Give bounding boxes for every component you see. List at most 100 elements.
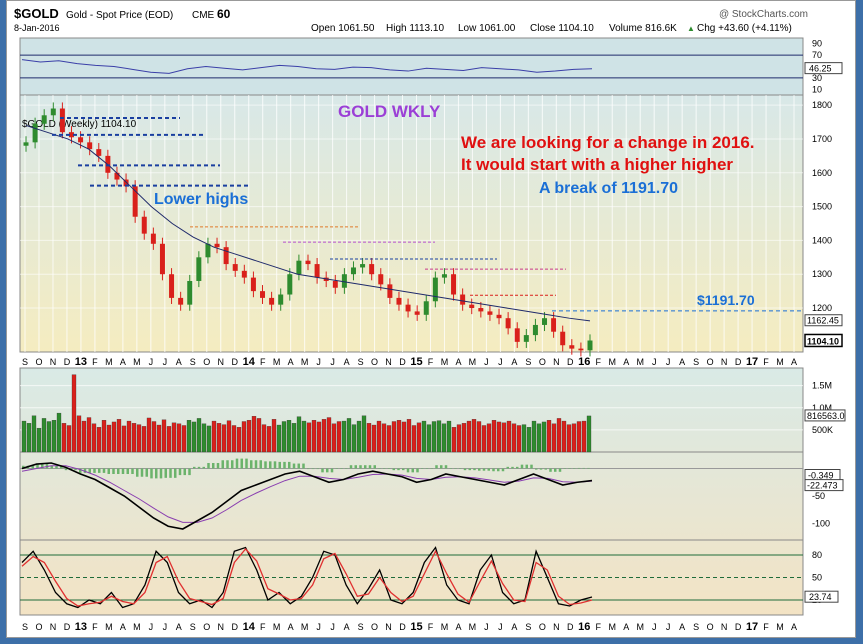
price-xtick: N bbox=[721, 357, 728, 367]
bottom-xtick: M bbox=[776, 622, 784, 632]
volume-bar bbox=[161, 419, 167, 453]
price-candle bbox=[496, 314, 502, 319]
macd-histogram-bar bbox=[554, 468, 557, 472]
price-candle bbox=[287, 274, 293, 295]
macd-histogram-bar bbox=[530, 464, 533, 469]
ma-last-value: 1162.45 bbox=[807, 316, 839, 326]
macd-histogram-bar bbox=[577, 467, 581, 469]
macd-histogram-bar bbox=[93, 468, 96, 473]
volume-bar bbox=[246, 420, 252, 453]
macd-histogram-bar bbox=[349, 465, 353, 469]
price-candle bbox=[250, 277, 256, 292]
volume-bar bbox=[146, 417, 152, 453]
macd-histogram-bar bbox=[60, 465, 63, 469]
volume-bar bbox=[386, 425, 392, 453]
price-xtick: A bbox=[455, 357, 461, 367]
volume-bar bbox=[346, 418, 352, 453]
bottom-xtick: D bbox=[735, 622, 742, 632]
volume-bar bbox=[321, 419, 327, 453]
price-candle bbox=[432, 277, 438, 302]
price-candle bbox=[551, 318, 557, 332]
low-value: Low 1061.00 bbox=[458, 23, 516, 34]
volume-bar bbox=[271, 419, 277, 453]
price-xtick: O bbox=[203, 357, 210, 367]
macd-histogram-bar bbox=[188, 468, 191, 476]
bottom-xtick: 13 bbox=[75, 621, 87, 633]
price-xtick: J bbox=[163, 357, 168, 367]
price-candle bbox=[196, 257, 202, 281]
price-candle bbox=[505, 318, 511, 329]
macd-histogram-bar bbox=[202, 466, 205, 469]
bottom-xtick: N bbox=[385, 622, 392, 632]
volume-bar bbox=[81, 420, 87, 453]
macd-histogram-bar bbox=[231, 460, 234, 469]
bottom-xtick: A bbox=[511, 622, 517, 632]
volume-bar bbox=[281, 421, 287, 453]
bottom-xtick: J bbox=[498, 622, 503, 632]
price-xtick: N bbox=[50, 357, 57, 367]
price-xtick: J bbox=[149, 357, 154, 367]
volume-bar bbox=[506, 420, 512, 453]
bottom-xtick: S bbox=[358, 622, 364, 632]
bottom-xtick: A bbox=[623, 622, 629, 632]
rsi-last-value: 46.25 bbox=[809, 64, 832, 74]
volume-bar bbox=[566, 424, 572, 453]
volume-bar bbox=[341, 420, 347, 453]
macd-histogram-bar bbox=[373, 465, 376, 469]
annotation-line-1: We are looking for a change in 2016. bbox=[461, 133, 755, 152]
volume-bar bbox=[156, 424, 162, 453]
volume-bar bbox=[536, 423, 542, 453]
volume-bar bbox=[501, 422, 507, 453]
volume-bar bbox=[391, 421, 397, 453]
macd-histogram-bar bbox=[335, 468, 338, 469]
macd-histogram-bar bbox=[487, 468, 490, 471]
volume-bar bbox=[521, 424, 527, 453]
price-xtick: 13 bbox=[75, 356, 87, 368]
volume-bar bbox=[316, 421, 322, 453]
volume-bar bbox=[461, 423, 467, 453]
price-xtick: S bbox=[693, 357, 699, 367]
macd-histogram-bar bbox=[468, 468, 471, 471]
volume-bar bbox=[446, 420, 452, 453]
price-candle bbox=[578, 348, 584, 351]
price-candle bbox=[478, 308, 484, 312]
macd-histogram-bar bbox=[539, 468, 543, 470]
volume-bar bbox=[251, 416, 257, 453]
macd-histogram-bar bbox=[549, 468, 552, 472]
volume-bar bbox=[336, 421, 342, 453]
price-candle bbox=[87, 142, 93, 150]
volume-bar bbox=[491, 420, 497, 453]
volume-bar bbox=[586, 415, 592, 453]
price-ytick: 1700 bbox=[812, 134, 832, 144]
stoch-last-value: 23.74 bbox=[809, 592, 832, 602]
macd-histogram-bar bbox=[563, 468, 566, 469]
price-candle bbox=[423, 301, 429, 315]
ma-last-value-box bbox=[804, 314, 843, 327]
macd-histogram-bar bbox=[136, 468, 139, 477]
price-candle bbox=[350, 267, 356, 275]
price-candle bbox=[123, 179, 129, 187]
volume-bar bbox=[196, 418, 202, 453]
volume-bar bbox=[41, 418, 47, 453]
macd-histogram-bar bbox=[64, 468, 68, 471]
volume-bar bbox=[31, 415, 37, 453]
bottom-xtick: S bbox=[693, 622, 699, 632]
macd-histogram-bar bbox=[112, 468, 115, 474]
volume-bar bbox=[426, 424, 432, 453]
macd-histogram-bar bbox=[245, 458, 248, 469]
price-candle bbox=[405, 304, 411, 312]
volume-bar bbox=[331, 423, 337, 453]
price-xtick: F bbox=[92, 357, 98, 367]
bottom-xtick: A bbox=[455, 622, 461, 632]
macd-histogram-bar bbox=[345, 468, 348, 469]
volume-bar bbox=[151, 421, 157, 453]
macd-histogram-bar bbox=[463, 468, 467, 471]
macd-histogram-bar bbox=[354, 465, 357, 469]
volume-bar bbox=[531, 420, 537, 453]
volume-bar bbox=[26, 423, 32, 453]
macd-histogram-bar bbox=[183, 468, 186, 476]
price-candle bbox=[460, 294, 466, 305]
macd-histogram-bar bbox=[264, 461, 267, 469]
price-ytick: 1200 bbox=[812, 303, 832, 313]
bottom-xtick: A bbox=[288, 622, 294, 632]
